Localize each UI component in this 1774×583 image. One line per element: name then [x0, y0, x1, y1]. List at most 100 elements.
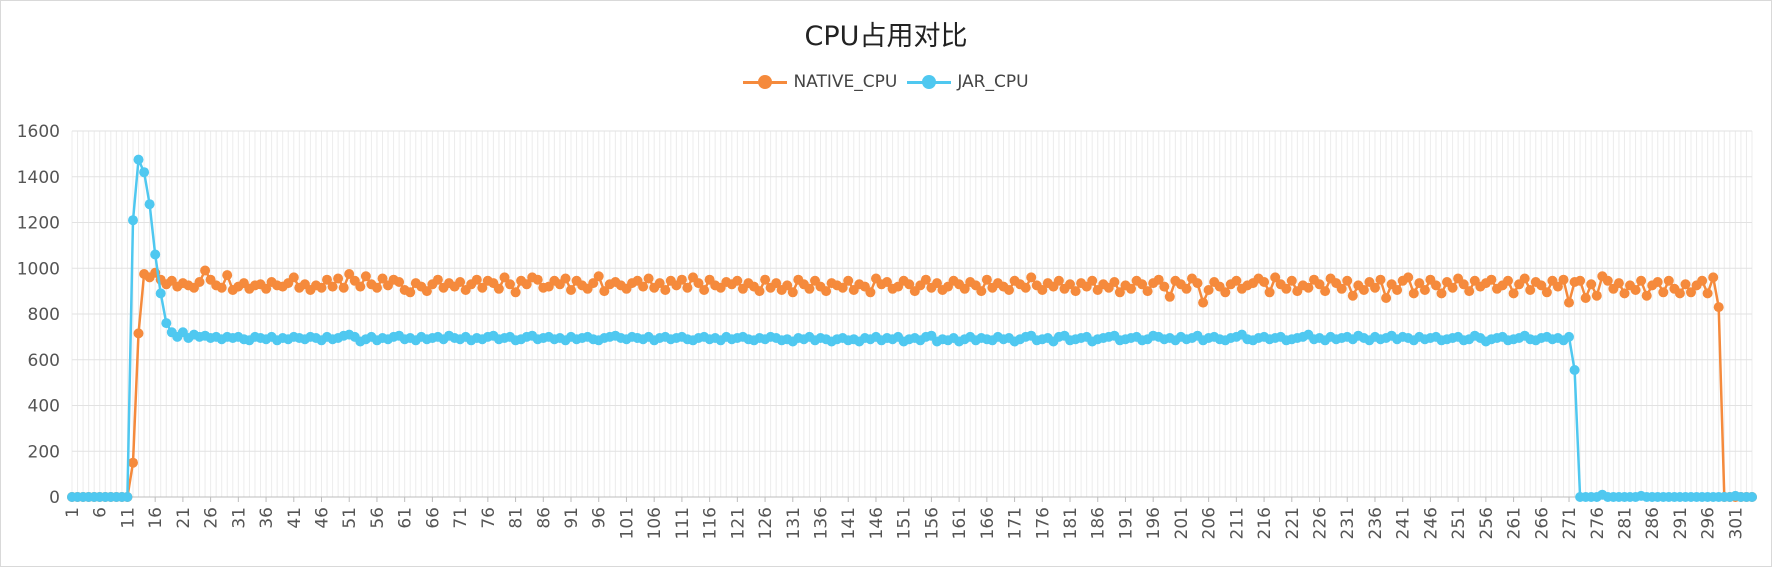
x-tick-label: 201	[1172, 507, 1192, 539]
x-tick-label: 116	[701, 507, 721, 539]
x-tick-label: 141	[839, 507, 859, 539]
data-point-native-cpu	[593, 271, 604, 282]
x-tick-label: 186	[1089, 507, 1109, 539]
x-tick-label: 1	[63, 507, 83, 518]
data-point-native-cpu	[1358, 285, 1369, 295]
data-point-native-cpu	[1381, 293, 1392, 303]
data-point-native-cpu	[1270, 272, 1281, 283]
data-point-native-cpu	[920, 274, 931, 285]
data-point-native-cpu	[976, 286, 987, 297]
data-point-native-cpu	[1004, 285, 1014, 295]
data-point-native-cpu	[865, 287, 876, 298]
data-point-native-cpu	[1558, 274, 1569, 285]
data-point-native-cpu	[754, 286, 765, 297]
data-point-native-cpu	[566, 285, 576, 295]
data-point-native-cpu	[1375, 274, 1386, 285]
x-tick-label: 76	[479, 507, 499, 529]
x-tick-label: 156	[922, 507, 942, 539]
x-tick-label: 301	[1726, 507, 1746, 539]
x-tick-label: 286	[1643, 507, 1663, 539]
x-tick-label: 151	[895, 507, 915, 539]
data-point-native-cpu	[1231, 275, 1242, 286]
data-point-native-cpu	[1203, 285, 1214, 295]
x-tick-label: 206	[1200, 507, 1220, 539]
data-point-native-cpu	[654, 278, 665, 289]
data-point-native-cpu	[1264, 287, 1275, 298]
data-point-native-cpu	[1198, 297, 1209, 308]
x-tick-label: 291	[1671, 507, 1691, 539]
data-point-native-cpu	[1702, 288, 1713, 299]
data-point-native-cpu	[1065, 279, 1075, 290]
data-point-native-cpu	[216, 282, 227, 293]
data-point-native-cpu	[771, 278, 782, 289]
data-point-native-cpu	[1403, 272, 1414, 283]
data-point-native-cpu	[1392, 285, 1403, 295]
x-tick-label: 26	[202, 507, 222, 529]
data-point-native-cpu	[660, 285, 671, 295]
data-point-native-cpu	[505, 279, 515, 290]
data-point-native-cpu	[1320, 286, 1331, 297]
data-point-jar-cpu	[133, 154, 144, 165]
legend-item-native-cpu[interactable]: NATIVE_CPU	[743, 72, 897, 92]
x-tick-label: 196	[1144, 507, 1164, 539]
x-tick-label: 106	[645, 507, 665, 539]
data-point-native-cpu	[882, 277, 892, 287]
x-tick-label: 181	[1061, 507, 1081, 539]
legend-label-native-cpu: NATIVE_CPU	[793, 72, 898, 92]
data-point-jar-cpu	[155, 288, 166, 299]
data-point-native-cpu	[1658, 287, 1669, 298]
data-point-native-cpu	[1680, 279, 1691, 290]
data-point-native-cpu	[1370, 282, 1380, 293]
data-point-jar-cpu	[139, 167, 150, 178]
y-tick-label: 0	[49, 488, 60, 508]
data-point-native-cpu	[1536, 280, 1547, 291]
x-tick-label: 56	[368, 507, 388, 529]
data-point-native-cpu	[1347, 290, 1358, 301]
data-point-native-cpu	[1486, 274, 1497, 285]
data-point-native-cpu	[316, 282, 327, 293]
data-point-jar-cpu	[122, 492, 133, 502]
data-point-native-cpu	[1408, 288, 1419, 299]
data-point-native-cpu	[981, 274, 992, 285]
x-tick-label: 11	[118, 507, 138, 529]
series-line-jar-cpu	[72, 158, 1752, 499]
data-point-native-cpu	[333, 273, 344, 284]
data-point-native-cpu	[1636, 275, 1647, 286]
data-point-native-cpu	[510, 287, 521, 298]
x-tick-label: 6	[91, 507, 111, 518]
x-tick-label: 16	[146, 507, 166, 529]
y-tick-label: 800	[28, 305, 60, 325]
data-point-native-cpu	[1602, 275, 1613, 286]
data-point-native-cpu	[1314, 279, 1325, 290]
data-point-native-cpu	[1630, 285, 1641, 295]
x-tick-label: 236	[1366, 507, 1386, 539]
x-tick-label: 176	[1033, 507, 1053, 539]
x-tick-label: 121	[728, 507, 748, 539]
x-tick-label: 111	[673, 507, 693, 539]
data-point-native-cpu	[1619, 288, 1630, 299]
data-point-native-cpu	[904, 279, 915, 290]
x-tick-label: 271	[1560, 507, 1580, 539]
legend-marker-native-cpu	[743, 75, 788, 89]
data-point-native-cpu	[1259, 277, 1270, 287]
x-tick-label: 86	[534, 507, 554, 529]
data-point-native-cpu	[1026, 272, 1037, 283]
x-tick-label: 91	[562, 507, 582, 529]
data-point-jar-cpu	[1569, 365, 1580, 375]
data-point-native-cpu	[1580, 293, 1591, 303]
data-point-native-cpu	[1286, 275, 1297, 286]
data-point-native-cpu	[1458, 279, 1469, 290]
x-tick-label: 211	[1227, 507, 1247, 539]
data-point-native-cpu	[1552, 281, 1563, 292]
data-point-native-cpu	[804, 283, 815, 294]
x-tick-label: 126	[756, 507, 776, 539]
data-point-native-cpu	[1181, 283, 1192, 294]
legend-item-jar-cpu[interactable]: JAR_CPU	[907, 72, 1029, 92]
data-point-native-cpu	[1137, 279, 1148, 290]
x-tick-label: 166	[978, 507, 998, 539]
data-point-native-cpu	[1541, 287, 1552, 298]
x-tick-label: 256	[1477, 507, 1497, 539]
x-tick-label: 66	[423, 507, 443, 529]
y-tick-label: 1600	[17, 122, 60, 142]
x-tick-label: 61	[396, 507, 416, 529]
